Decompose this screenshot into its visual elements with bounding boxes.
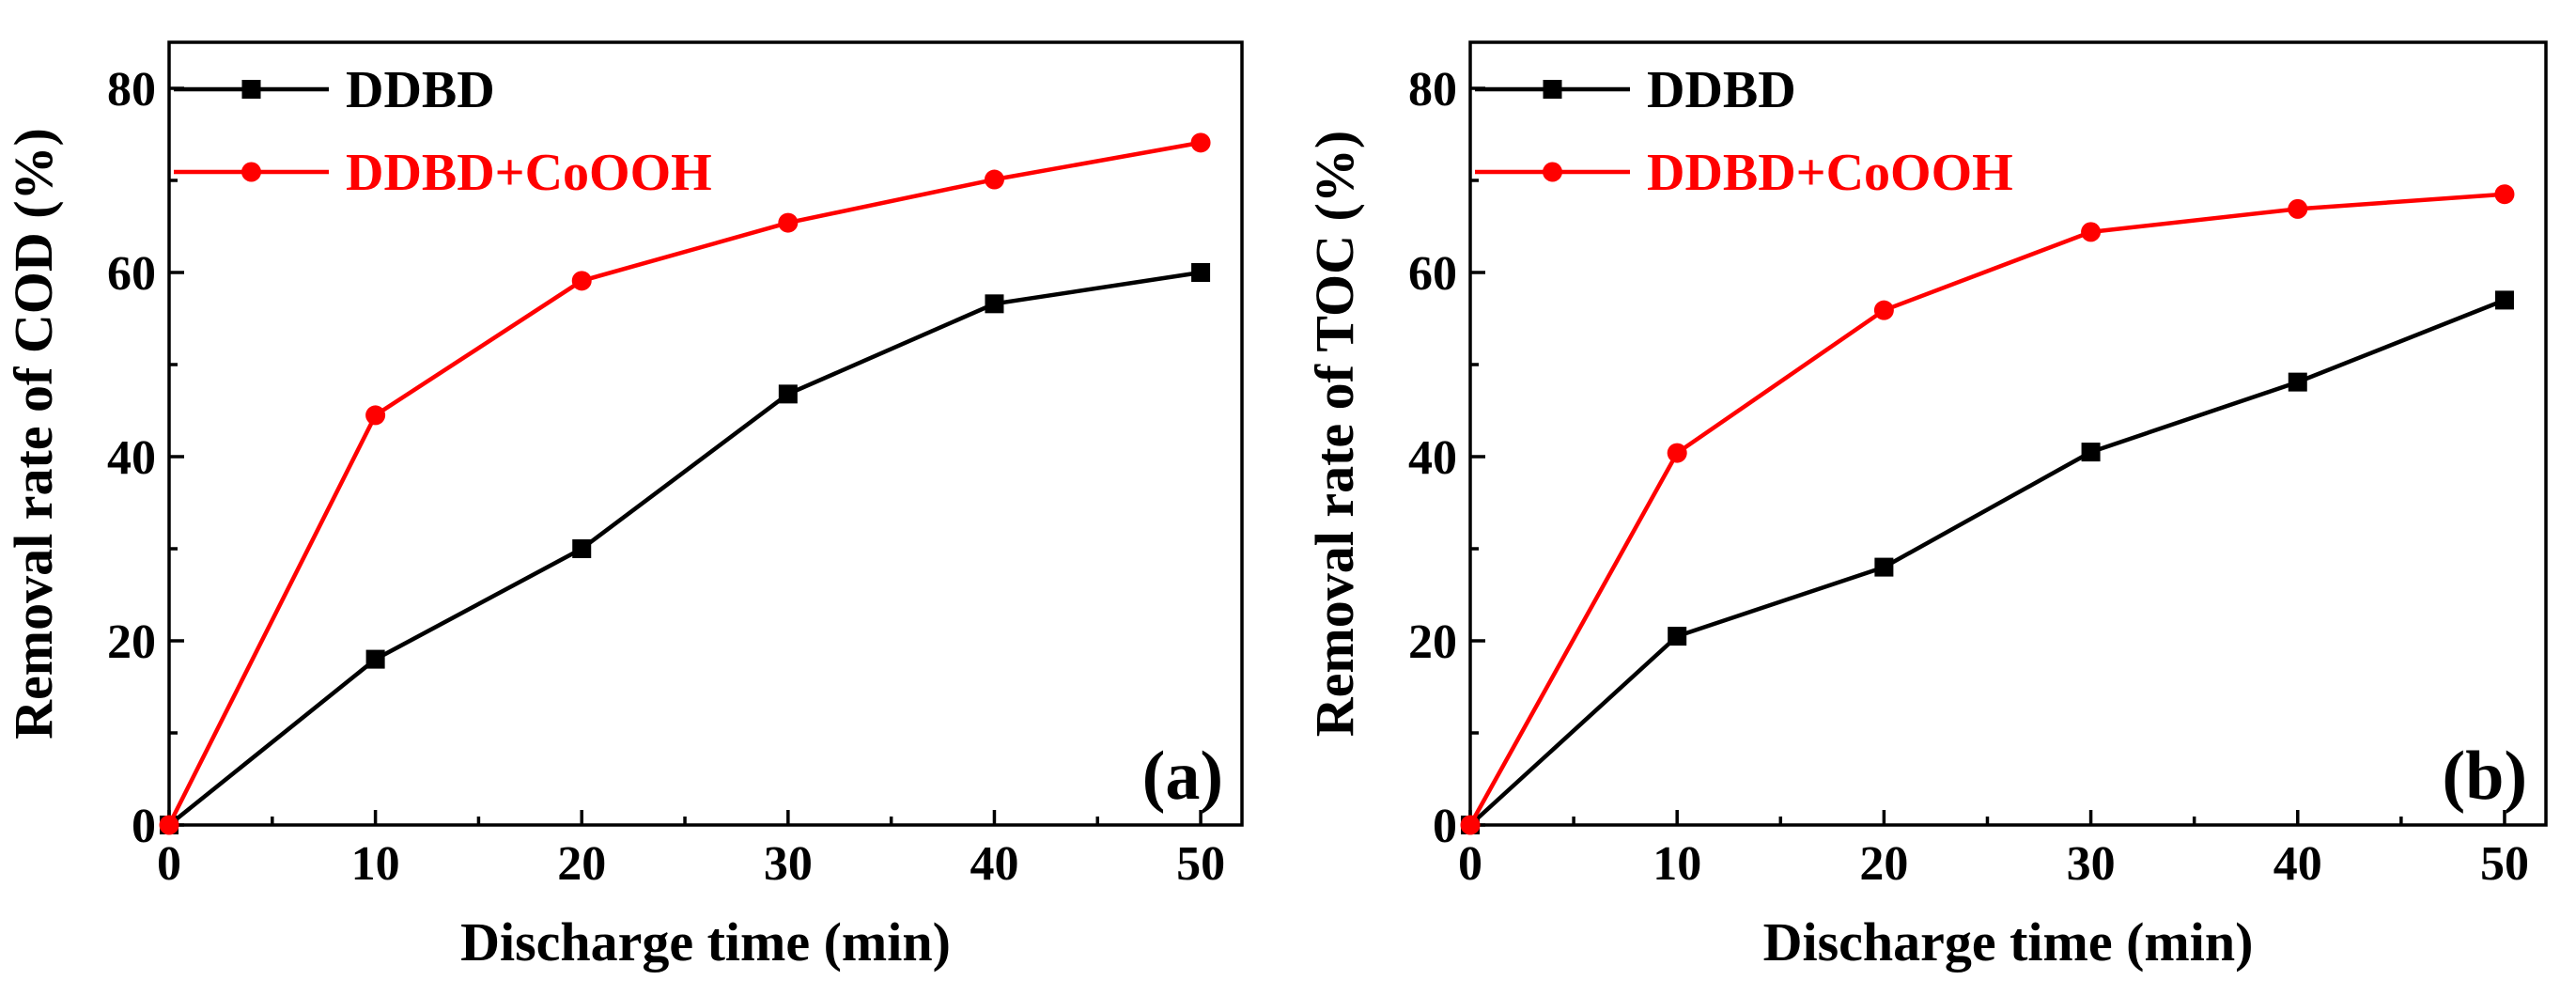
series-line-ddbd bbox=[1468, 298, 2506, 827]
x-tick-label: 30 bbox=[2067, 837, 2116, 891]
data-point-ddbd bbox=[2288, 372, 2307, 392]
y-axis-title: Removal rate of TOC (%) bbox=[1304, 131, 1365, 737]
data-point-ddbd-cooh bbox=[984, 169, 1004, 190]
x-tick-label: 10 bbox=[351, 837, 400, 891]
panel-label: (a) bbox=[1142, 738, 1223, 815]
data-point-ddbd bbox=[985, 294, 1004, 314]
plot-frame bbox=[167, 40, 1244, 827]
x-tick-label: 40 bbox=[2273, 837, 2322, 891]
data-point-ddbd bbox=[1874, 557, 1894, 577]
x-axis-title: Discharge time (min) bbox=[1763, 911, 2254, 973]
y-tick-label: 40 bbox=[1408, 431, 1457, 485]
legend-label: DDBD bbox=[346, 61, 495, 119]
x-tick-label: 40 bbox=[970, 837, 1018, 891]
data-point-ddbd bbox=[2494, 290, 2514, 310]
x-axis-title: Discharge time (min) bbox=[460, 911, 951, 973]
data-point-ddbd bbox=[365, 649, 385, 669]
data-point-ddbd bbox=[1668, 627, 1687, 646]
data-point-ddbd-cooh bbox=[2288, 198, 2308, 219]
x-tick-label: 50 bbox=[2480, 837, 2529, 891]
chart-panel-b: 0 10 20 30 40 50 0 20 40 60 80 Discharge time (min)… bbox=[1304, 40, 2548, 973]
y-tick-label: 20 bbox=[1408, 615, 1457, 669]
x-tick-label: 30 bbox=[764, 837, 813, 891]
legend-item-ddbd-cooh: DDBD+CoOOH bbox=[1475, 144, 2013, 202]
data-point-ddbd-cooh bbox=[571, 271, 592, 291]
y-axis-title: Removal rate of COD (%) bbox=[3, 128, 64, 739]
series-line-ddbd-cooh bbox=[1468, 192, 2506, 827]
data-point-ddbd bbox=[2081, 443, 2101, 462]
legend-item-ddbd: DDBD bbox=[174, 61, 495, 119]
chart-panel-a: 0 10 20 30 40 50 0 20 40 60 80 Discharge time (min)… bbox=[3, 40, 1244, 973]
legend-label: DDBD bbox=[1647, 61, 1796, 119]
series-line-ddbd bbox=[167, 270, 1202, 827]
data-point-ddbd-cooh bbox=[778, 212, 799, 233]
data-point-ddbd bbox=[778, 384, 798, 404]
y-tick-label: 80 bbox=[1408, 63, 1457, 117]
legend-label: DDBD+CoOOH bbox=[346, 144, 712, 202]
y-tick-label: 0 bbox=[132, 800, 156, 853]
plot-frame bbox=[1468, 40, 2548, 827]
data-point-ddbd bbox=[1191, 263, 1211, 282]
y-tick-label: 80 bbox=[107, 63, 156, 117]
y-tick-label: 60 bbox=[1408, 247, 1457, 301]
legend-label: DDBD+CoOOH bbox=[1647, 144, 2013, 202]
x-tick-label: 0 bbox=[1458, 837, 1482, 891]
data-point-ddbd bbox=[572, 539, 592, 558]
x-tick-label: 0 bbox=[157, 837, 181, 891]
legend-marker bbox=[1543, 162, 1562, 182]
panel-label: (b) bbox=[2443, 738, 2527, 815]
x-tick-label: 20 bbox=[1859, 837, 1908, 891]
y-tick-label: 0 bbox=[1433, 800, 1457, 853]
y-tick-label: 40 bbox=[107, 431, 156, 485]
y-tick-label: 60 bbox=[107, 247, 156, 301]
data-point-ddbd-cooh bbox=[2081, 222, 2102, 242]
data-point-ddbd-cooh bbox=[1190, 132, 1211, 153]
legend-item-ddbd: DDBD bbox=[1475, 61, 1796, 119]
legend-marker bbox=[241, 80, 261, 99]
x-tick-label: 20 bbox=[557, 837, 606, 891]
legend-item-ddbd-cooh: DDBD+CoOOH bbox=[174, 144, 712, 202]
series-line-ddbd-cooh bbox=[166, 140, 1202, 827]
data-point-ddbd-cooh bbox=[1667, 443, 1687, 463]
legend-marker bbox=[241, 162, 261, 182]
legend-marker bbox=[1543, 80, 1562, 99]
data-point-ddbd-cooh bbox=[1873, 300, 1894, 320]
y-tick-label: 20 bbox=[107, 615, 156, 669]
data-point-ddbd-cooh bbox=[1460, 815, 1481, 835]
data-point-ddbd-cooh bbox=[365, 405, 386, 426]
x-tick-label: 50 bbox=[1176, 837, 1225, 891]
x-tick-label: 10 bbox=[1653, 837, 1701, 891]
data-point-ddbd-cooh bbox=[2494, 184, 2515, 205]
data-point-ddbd-cooh bbox=[159, 815, 179, 835]
